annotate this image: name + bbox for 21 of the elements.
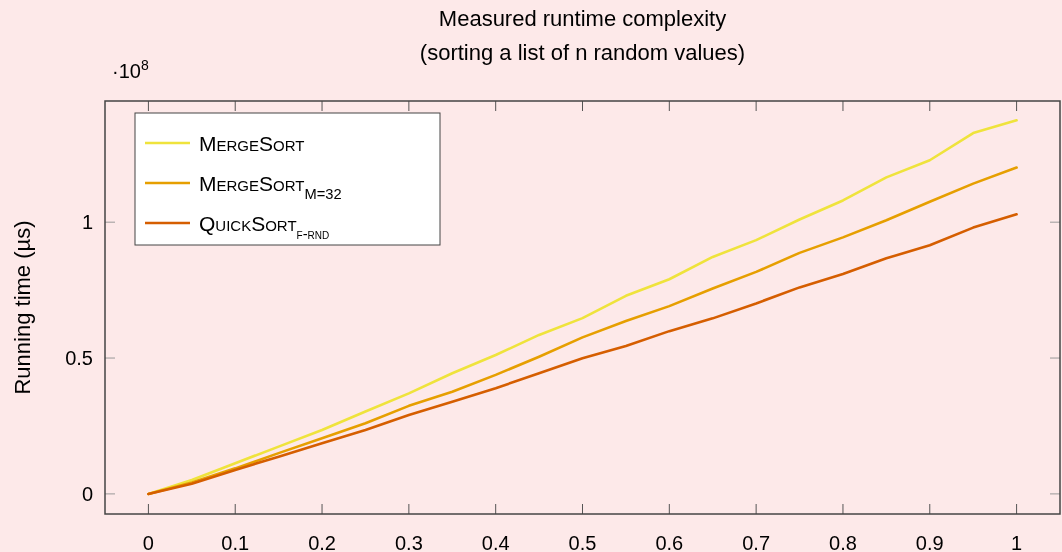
legend-label: QuickSort$_{f-rnd}$ <box>199 212 330 242</box>
x-tick-label: 0.5 <box>568 532 597 552</box>
y-tick-label: 0.5 <box>65 347 93 370</box>
y-tick-label: 1 <box>81 211 93 234</box>
legend-label: MergeSort$_{M=32}$ <box>199 172 342 202</box>
x-tick-label: 1 <box>1011 532 1023 552</box>
y-tick-label: 0 <box>81 482 93 505</box>
x-tick-label: 0.7 <box>742 532 771 552</box>
x-tick-label: 0.6 <box>655 532 684 552</box>
legend-label: MergeSort <box>199 132 305 155</box>
y-axis-title: Running time (µs) <box>10 220 35 395</box>
chart-subtitle: (sorting a list of n random values) <box>419 40 746 65</box>
x-tick-label: 0.3 <box>394 532 423 552</box>
text: ·10$^{8}$ <box>112 57 149 82</box>
chart-title: Measured runtime complexity <box>438 6 727 31</box>
x-tick-label: 0.1 <box>221 532 250 552</box>
x-tick-label: 0.2 <box>308 532 336 552</box>
x-tick-label: 0.8 <box>829 532 857 552</box>
x-tick-label: 0 <box>142 532 154 552</box>
x-tick-label: 0.9 <box>915 532 944 552</box>
x-tick-label: 0.4 <box>481 532 510 552</box>
